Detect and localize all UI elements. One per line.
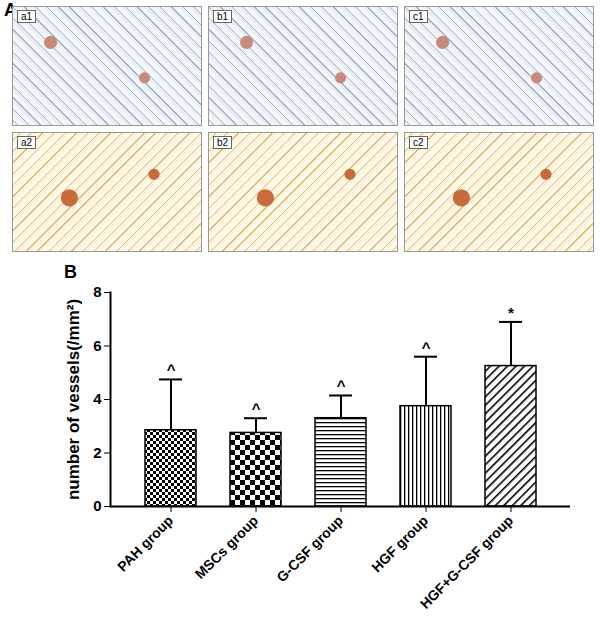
svg-text:MSCs group: MSCs group [192,512,262,582]
svg-text:number of vessels(/mm²): number of vessels(/mm²) [64,299,83,500]
svg-text:^: ^ [422,339,431,356]
svg-text:HGF+G-CSF group: HGF+G-CSF group [417,512,517,612]
svg-text:0: 0 [93,497,101,514]
svg-text:^: ^ [167,361,176,378]
html-text:b2: b2 [217,137,229,148]
html-text:A a1: A a1 [4,0,33,22]
html-text:c1: c1 [413,11,424,22]
svg-text:^: ^ [252,400,261,417]
svg-text:*: * [508,304,514,321]
html-text:c2: c2 [413,137,424,148]
html-text:b1: b1 [217,11,229,22]
html-text:a2: a2 [21,137,33,148]
svg-text:^: ^ [337,377,346,394]
html-text:B: B [64,262,77,282]
svg-text:4: 4 [93,390,102,407]
svg-text:G-CSF group: G-CSF group [273,512,346,585]
svg-text:8: 8 [93,283,101,300]
svg-text:6: 6 [93,337,101,354]
svg-text:HGF group: HGF group [368,512,431,575]
svg-text:2: 2 [93,444,101,461]
svg-text:PAH group: PAH group [114,512,176,574]
